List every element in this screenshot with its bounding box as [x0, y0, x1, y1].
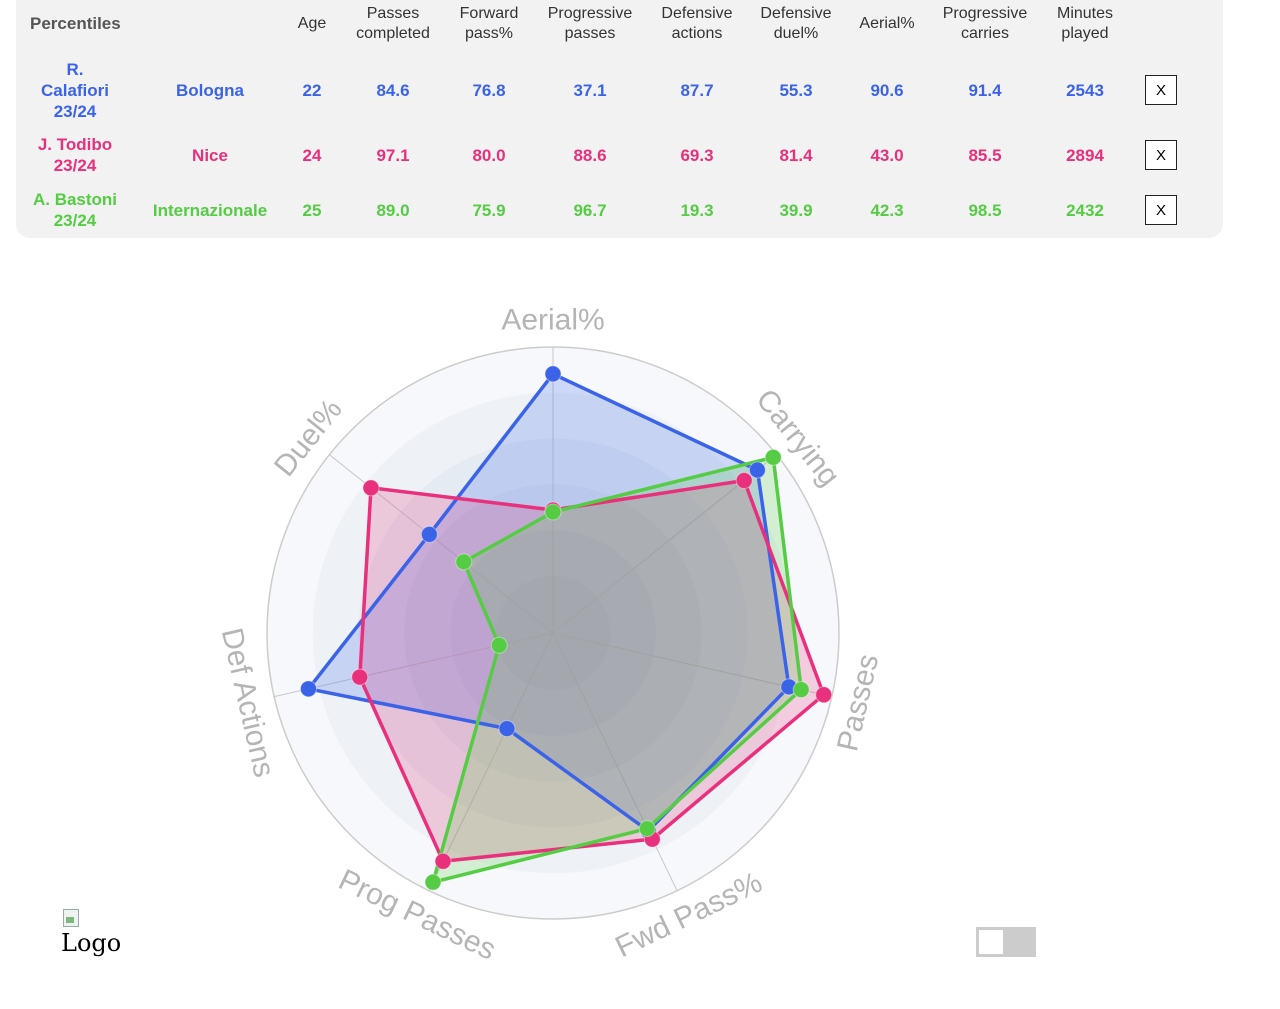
data-point: [434, 852, 452, 870]
table-cell: 69.3: [680, 145, 714, 165]
remove-player-button[interactable]: X: [1145, 140, 1177, 170]
data-point: [490, 636, 508, 654]
column-header: Progressive passes: [547, 5, 633, 42]
series-line: [306, 372, 791, 833]
team-name: Nice: [192, 145, 228, 165]
column-header: Forward pass%: [459, 5, 519, 42]
team-name: Bologna: [176, 80, 244, 100]
table-cell: 85.5: [968, 145, 1002, 165]
axis-label: Aerial%: [501, 304, 604, 337]
percentiles-table: [16, 0, 1223, 238]
series-area: [308, 373, 789, 831]
remove-player-button[interactable]: X: [1145, 75, 1177, 105]
data-point: [455, 553, 473, 571]
table-cell: 89.0: [376, 200, 410, 220]
table-cell: 25: [302, 200, 322, 220]
table-cell: 24: [302, 145, 322, 165]
data-point: [544, 365, 562, 383]
series-line: [358, 478, 826, 864]
table-cell: 84.6: [376, 80, 410, 100]
data-point: [735, 472, 753, 490]
column-header: Progressive carries: [942, 5, 1028, 42]
column-header: Aerial%: [859, 15, 915, 32]
player-name: J. Todibo 23/24: [37, 135, 113, 175]
data-point: [764, 448, 782, 466]
data-point: [351, 668, 369, 686]
table-cell: 55.3: [779, 80, 813, 100]
table-title: Percentiles: [30, 14, 121, 33]
radar-axis-line: [428, 632, 554, 891]
table-cell: 75.9: [472, 200, 506, 220]
table-cell: 88.6: [573, 145, 607, 165]
data-point: [748, 461, 766, 479]
data-point: [420, 525, 438, 543]
series-area: [433, 457, 802, 883]
team-name: Internazionale: [152, 200, 268, 220]
column-header: Defensive duel%: [760, 5, 832, 42]
table-cell: 81.4: [779, 145, 813, 165]
table-cell: 42.3: [870, 200, 904, 220]
table-cell: 2432: [1066, 200, 1104, 220]
table-cell: 39.9: [779, 200, 813, 220]
broken-image-icon: [61, 907, 83, 929]
player-name: A. Bastoni 23/24: [32, 190, 118, 230]
table-cell: 37.1: [573, 80, 607, 100]
table-cell: 91.4: [968, 80, 1002, 100]
table-cell: 98.5: [968, 200, 1002, 220]
logo-alt-text: Logo: [61, 929, 122, 957]
data-point: [362, 479, 380, 497]
table-cell: 22: [302, 80, 322, 100]
column-header: Minutes played: [1056, 5, 1114, 42]
series-line: [431, 455, 803, 884]
data-point: [815, 686, 833, 704]
table-cell: 90.6: [870, 80, 904, 100]
data-point: [544, 503, 562, 521]
data-point: [792, 681, 810, 699]
logo: Logo: [61, 907, 121, 957]
series-area: [359, 480, 824, 862]
data-point: [638, 820, 656, 838]
column-header: Age: [297, 15, 327, 32]
player-name: R. Calafiori 23/24: [40, 59, 110, 121]
table-cell: 2543: [1066, 80, 1104, 100]
table-cell: 76.8: [472, 80, 506, 100]
data-point: [498, 720, 516, 738]
table-cell: 43.0: [870, 145, 904, 165]
column-header: Passes completed: [356, 5, 430, 42]
toggle-knob[interactable]: [979, 930, 1003, 954]
table-cell: 80.0: [472, 145, 506, 165]
table-cell: 96.7: [573, 200, 607, 220]
data-point: [299, 680, 317, 698]
radar-axis-line: [552, 632, 678, 891]
toggle-switch[interactable]: [976, 927, 1036, 957]
table-cell: 19.3: [680, 200, 714, 220]
axis-label: Passes: [831, 651, 885, 754]
data-point: [424, 873, 442, 891]
column-header: Defensive actions: [661, 5, 733, 42]
table-cell: 97.1: [376, 145, 410, 165]
table-cell: 87.7: [680, 80, 714, 100]
table-cell: 2894: [1066, 145, 1104, 165]
remove-player-button[interactable]: X: [1145, 195, 1177, 225]
